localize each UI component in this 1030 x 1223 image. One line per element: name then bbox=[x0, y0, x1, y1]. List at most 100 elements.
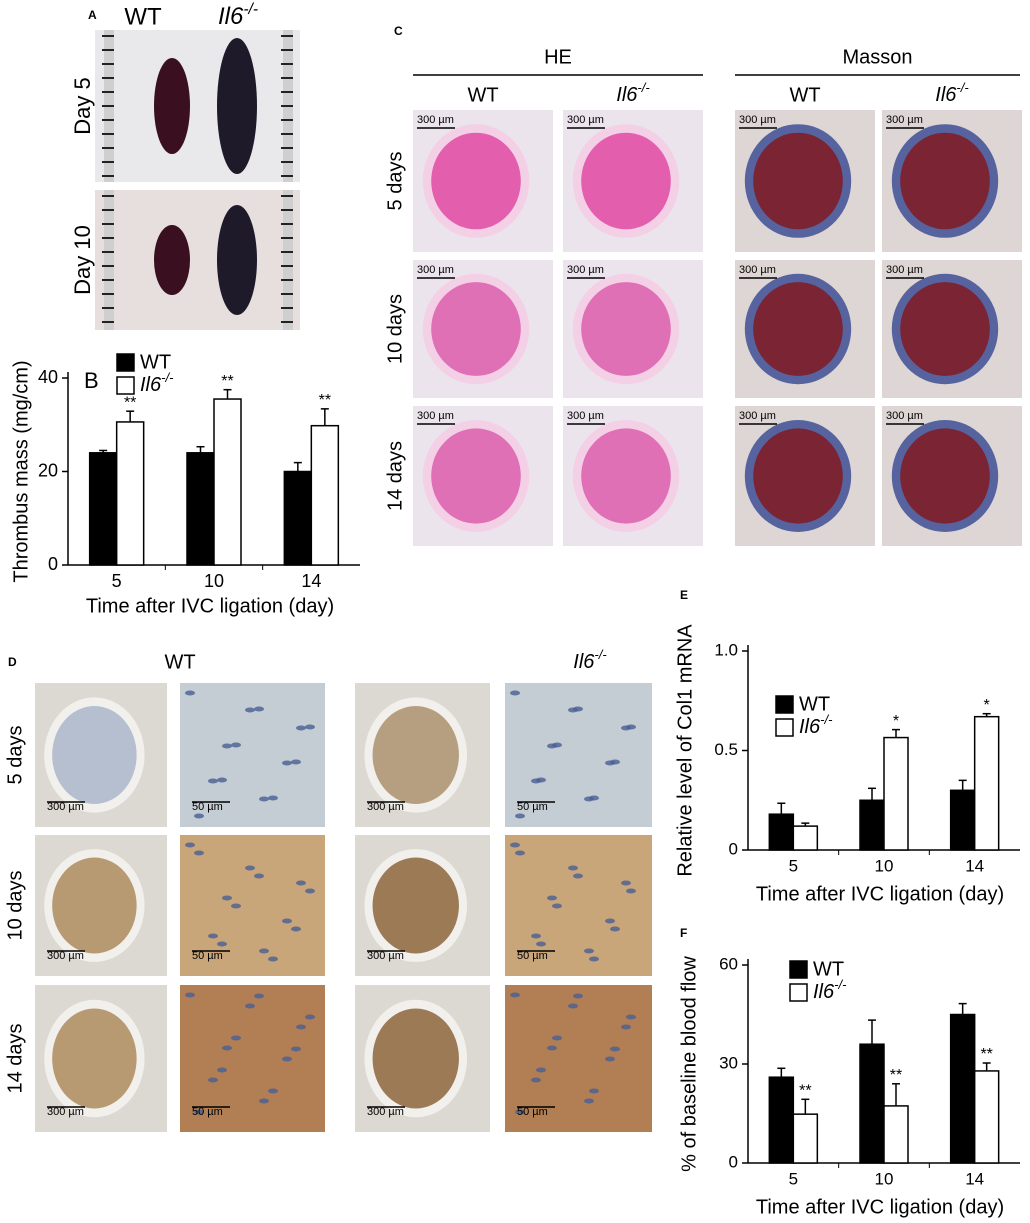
scale-bar-label: 50 µm bbox=[192, 950, 223, 962]
nucleus bbox=[305, 724, 315, 730]
nucleus bbox=[605, 918, 615, 924]
tissue bbox=[52, 706, 137, 804]
x-tick-label: 14 bbox=[965, 856, 984, 875]
tissue bbox=[900, 132, 990, 230]
x-axis-label: Time after IVC ligation (day) bbox=[756, 1196, 1004, 1218]
tissue bbox=[581, 132, 671, 230]
nucleus bbox=[536, 1067, 546, 1073]
y-tick-label: 60 bbox=[719, 954, 738, 973]
x-tick-label: 14 bbox=[301, 571, 321, 591]
bar bbox=[859, 799, 885, 851]
panel-label: C bbox=[394, 24, 403, 38]
nucleus bbox=[268, 795, 278, 801]
bar bbox=[768, 813, 795, 851]
y-tick-label: 0.5 bbox=[714, 740, 738, 759]
nucleus bbox=[282, 1056, 292, 1062]
thrombus bbox=[217, 205, 257, 315]
y-tick-label: 0 bbox=[48, 554, 58, 574]
nucleus bbox=[208, 933, 218, 939]
group-label: Masson bbox=[842, 46, 912, 68]
significance: ** bbox=[221, 373, 233, 390]
nucleus bbox=[194, 813, 204, 819]
bar bbox=[115, 421, 145, 566]
nucleus bbox=[589, 795, 599, 801]
tissue bbox=[431, 282, 521, 376]
scale-bar-label: 300 µm bbox=[567, 114, 604, 126]
thrombus bbox=[154, 58, 190, 154]
nucleus bbox=[282, 760, 292, 766]
nucleus bbox=[282, 918, 292, 924]
nucleus bbox=[245, 1003, 255, 1009]
significance: ** bbox=[799, 1083, 811, 1100]
row-label: 10 days bbox=[4, 870, 26, 940]
row-label: 10 days bbox=[384, 294, 406, 364]
nucleus bbox=[245, 865, 255, 871]
scale-bar-label: 300 µm bbox=[417, 410, 454, 422]
ruler bbox=[104, 190, 114, 330]
tissue bbox=[52, 857, 137, 954]
scale-bar-label: 300 µm bbox=[567, 410, 604, 422]
nucleus bbox=[626, 1014, 636, 1020]
nucleus bbox=[510, 842, 520, 848]
nucleus bbox=[547, 895, 557, 901]
panel-label: B bbox=[84, 368, 99, 393]
bar bbox=[973, 1070, 1000, 1164]
nucleus bbox=[194, 850, 204, 856]
scale-bar-label: 50 µm bbox=[517, 801, 548, 813]
nucleus bbox=[610, 926, 620, 932]
legend-label: Il6-/- bbox=[799, 712, 833, 738]
scale-bar-label: 300 µm bbox=[567, 264, 604, 276]
scale-bar-label: 50 µm bbox=[517, 1106, 548, 1118]
tissue bbox=[372, 706, 459, 804]
column-label: WT bbox=[124, 3, 162, 30]
thrombus bbox=[154, 225, 190, 295]
tissue bbox=[431, 132, 521, 230]
nucleus bbox=[552, 742, 562, 748]
scale-bar-label: 300 µm bbox=[367, 1106, 404, 1118]
nucleus bbox=[231, 742, 241, 748]
tissue bbox=[52, 1008, 137, 1109]
nucleus bbox=[296, 880, 306, 886]
legend-swatch bbox=[789, 983, 808, 1002]
legend-swatch bbox=[116, 353, 135, 372]
bar bbox=[283, 470, 313, 566]
bar bbox=[792, 825, 819, 851]
column-label: Il6-/- bbox=[218, 1, 258, 31]
nucleus bbox=[254, 993, 264, 999]
nucleus bbox=[515, 1109, 525, 1115]
nucleus bbox=[621, 880, 631, 886]
nucleus bbox=[589, 956, 599, 962]
y-tick-label: 30 bbox=[719, 1053, 738, 1072]
nucleus bbox=[268, 1088, 278, 1094]
legend-label: WT bbox=[140, 351, 171, 373]
micrograph bbox=[180, 835, 325, 976]
scale-bar-label: 300 µm bbox=[367, 801, 404, 813]
nucleus bbox=[222, 1045, 232, 1051]
scale-bar-label: 300 µm bbox=[47, 1106, 84, 1118]
nucleus bbox=[536, 777, 546, 783]
legend-label: Il6-/- bbox=[813, 977, 847, 1003]
nucleus bbox=[515, 813, 525, 819]
nucleus bbox=[510, 690, 520, 696]
y-tick-label: 0 bbox=[729, 839, 738, 858]
photo bbox=[95, 30, 300, 182]
row-label: Day 5 bbox=[70, 77, 95, 134]
x-tick-label: 5 bbox=[789, 856, 798, 875]
scale-bar-label: 300 µm bbox=[886, 114, 923, 126]
bar bbox=[883, 1105, 909, 1164]
nucleus bbox=[305, 888, 315, 894]
tissue bbox=[431, 428, 521, 524]
bar bbox=[949, 789, 976, 851]
panel-label: E bbox=[680, 588, 688, 602]
nucleus bbox=[291, 1046, 301, 1052]
nucleus bbox=[547, 1045, 557, 1051]
nucleus bbox=[208, 1077, 218, 1083]
bar bbox=[310, 424, 340, 566]
nucleus bbox=[194, 1109, 204, 1115]
legend-label: WT bbox=[799, 693, 830, 715]
nucleus bbox=[568, 1003, 578, 1009]
nucleus bbox=[217, 941, 227, 947]
nucleus bbox=[626, 724, 636, 730]
nucleus bbox=[259, 796, 269, 802]
